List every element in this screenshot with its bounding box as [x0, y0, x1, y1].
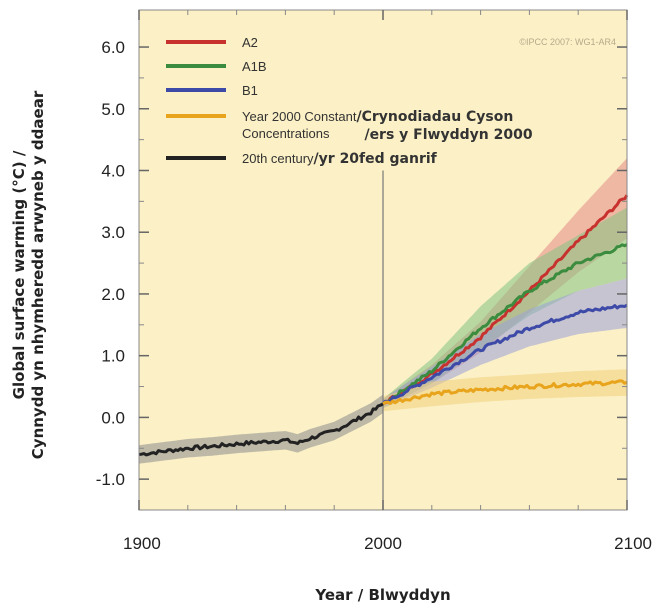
- y-axis-title-line2: Cynnydd yn nhymheredd arwyneb y ddaear: [29, 90, 47, 459]
- legend-label2-constant: Concentrations: [242, 126, 330, 141]
- legend-label-cy-constant: /Crynodiadau Cyson: [356, 109, 513, 125]
- legend-label-cy-20th-century: /yr 20fed ganrif: [314, 151, 438, 167]
- line-a2: [382, 194, 629, 406]
- y-tick-label: 2.0: [101, 285, 125, 304]
- y-tick-label: 0.0: [101, 408, 125, 427]
- line-a1b: [381, 243, 628, 405]
- x-axis-title: Year / Blwyddyn: [314, 586, 450, 604]
- credit-label: ©IPCC 2007: WG1-AR4: [519, 37, 616, 47]
- legend: A2 A1B B1 Year 2000 Constant Concentrations /…: [166, 35, 533, 167]
- series-lines: [138, 194, 629, 457]
- x-tick-label: 2000: [364, 534, 402, 553]
- y-tick-label: -1.0: [96, 470, 125, 489]
- y-axis-title-line1: Global surface warming (°C) /: [10, 150, 28, 399]
- y-tick-label: 3.0: [101, 223, 125, 242]
- y-tick-label: 6.0: [101, 38, 125, 57]
- legend-label-b1: B1: [242, 83, 258, 98]
- line-year-2000-constant-concentrations: [382, 379, 628, 406]
- y-tick-label: 4.0: [101, 161, 125, 180]
- x-tick-label: 2100: [614, 534, 652, 553]
- y-axis-ticks: -1.0 0.0 1.0 2.0 3.0 4.0 5.0 6.0: [96, 38, 627, 489]
- line-b1: [381, 303, 628, 405]
- x-tick-label: 1900: [123, 534, 161, 553]
- legend-label-constant: Year 2000 Constant: [242, 109, 357, 124]
- legend-label-a2: A2: [242, 35, 258, 50]
- band-year-2000-constant-concentrations: [383, 369, 627, 412]
- legend-label-20th-century: 20th century: [242, 151, 314, 166]
- y-tick-label: 5.0: [101, 100, 125, 119]
- x-axis-ticks: 1900 2000 2100: [123, 10, 652, 553]
- line-20th-century: [138, 402, 384, 457]
- y-tick-label: 1.0: [101, 347, 125, 366]
- legend-label-cy2-constant: /ers y Flwyddyn 2000: [364, 127, 532, 143]
- legend-label-a1b: A1B: [242, 59, 267, 74]
- band-b1: [383, 278, 627, 409]
